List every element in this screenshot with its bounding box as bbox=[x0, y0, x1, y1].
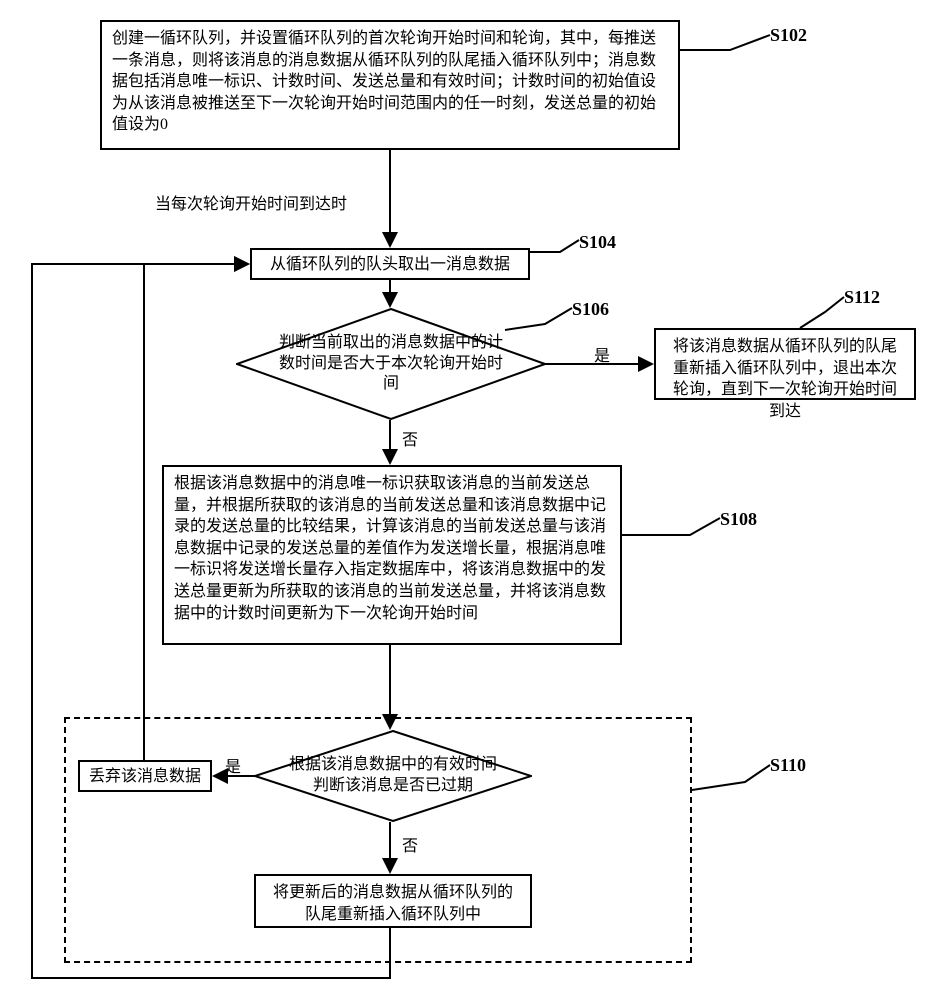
step-s108: 根据该消息数据中的消息唯一标识获取该消息的当前发送总量，并根据所获取的该消息的当… bbox=[162, 465, 622, 645]
decision-s110: 根据该消息数据中的有效时间判断该消息是否已过期 bbox=[254, 730, 532, 822]
edge-poll-start: 当每次轮询开始时间到达时 bbox=[155, 190, 347, 214]
step-s112: 将该消息数据从循环队列的队尾重新插入循环队列中，退出本次轮询，直到下一次轮询开始… bbox=[654, 328, 916, 400]
label-s104: S104 bbox=[579, 232, 616, 253]
step-s112-text: 将该消息数据从循环队列的队尾重新插入循环队列中，退出本次轮询，直到下一次轮询开始… bbox=[673, 338, 897, 420]
label-s110: S110 bbox=[770, 755, 806, 776]
step-reinsert: 将更新后的消息数据从循环队列的队尾重新插入循环队列中 bbox=[254, 874, 532, 928]
edge-s106-no: 否 bbox=[402, 426, 418, 450]
step-s108-text: 根据该消息数据中的消息唯一标识获取该消息的当前发送总量，并根据所获取的该消息的当… bbox=[174, 475, 606, 622]
decision-s106: 判断当前取出的消息数据中的计数时间是否大于本次轮询开始时间 bbox=[236, 308, 546, 420]
step-discard-text: 丢弃该消息数据 bbox=[89, 768, 201, 785]
label-s102: S102 bbox=[770, 25, 807, 46]
step-s104: 从循环队列的队头取出一消息数据 bbox=[250, 248, 530, 280]
edge-s106-yes: 是 bbox=[594, 342, 610, 366]
step-s102: 创建一循环队列，并设置循环队列的首次轮询开始时间和轮询，其中，每推送一条消息，则… bbox=[100, 20, 680, 150]
decision-s110-text: 根据该消息数据中的有效时间判断该消息是否已过期 bbox=[288, 755, 498, 797]
step-s102-text: 创建一循环队列，并设置循环队列的首次轮询开始时间和轮询，其中，每推送一条消息，则… bbox=[112, 30, 656, 133]
label-s108: S108 bbox=[720, 509, 757, 530]
step-discard: 丢弃该消息数据 bbox=[78, 760, 212, 792]
step-reinsert-text: 将更新后的消息数据从循环队列的队尾重新插入循环队列中 bbox=[273, 884, 513, 923]
label-s106: S106 bbox=[572, 299, 609, 320]
edge-s110-yes: 是 bbox=[225, 753, 241, 777]
decision-s106-text: 判断当前取出的消息数据中的计数时间是否大于本次轮询开始时间 bbox=[276, 333, 506, 395]
step-s104-text: 从循环队列的队头取出一消息数据 bbox=[270, 256, 510, 273]
edge-s110-no: 否 bbox=[402, 832, 418, 856]
label-s112: S112 bbox=[844, 287, 880, 308]
